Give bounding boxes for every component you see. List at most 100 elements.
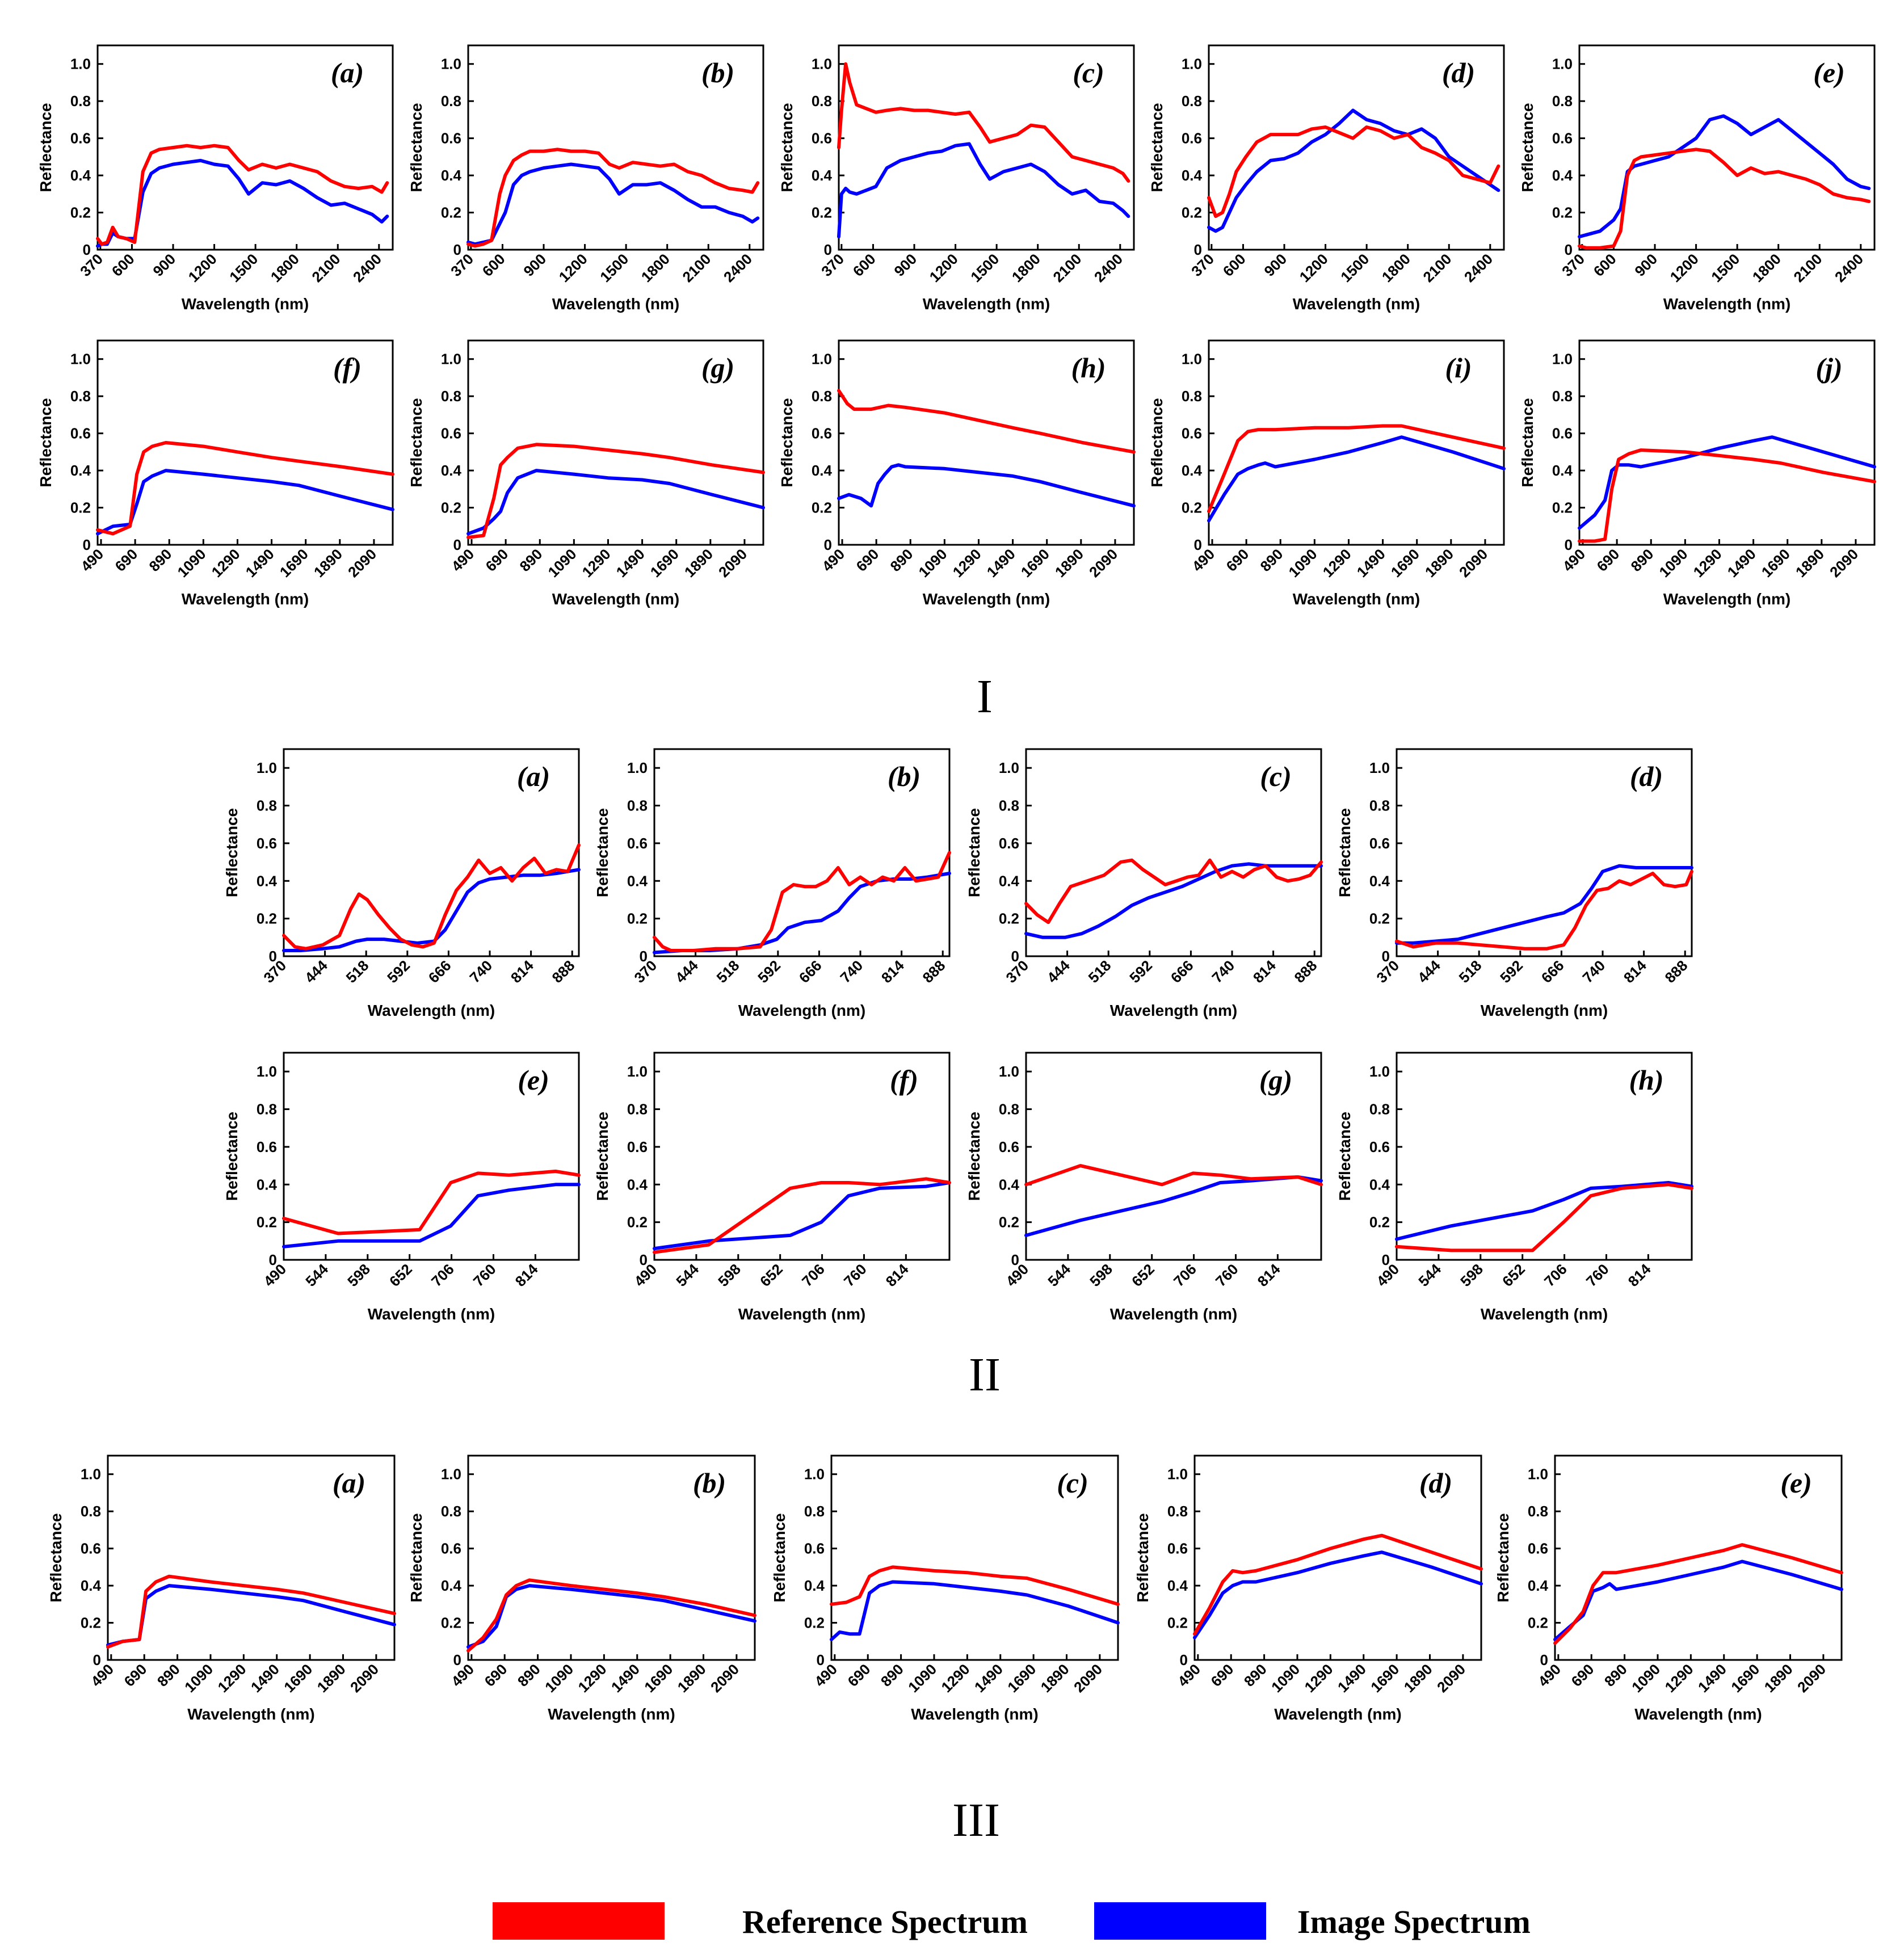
chart-panel-II-f: 0 0.2 0.4 0.6 0.8 1.0 490 544 598 652 706 760 814 Wav…: [594, 1052, 951, 1323]
plot-frame: [467, 1454, 756, 1661]
y-tick-label: 1.0: [1552, 56, 1573, 73]
panel-letter: (c): [1260, 760, 1292, 792]
x-tick-label: 1690: [1758, 545, 1793, 581]
chart-panel-II-e: 0 0.2 0.4 0.6 0.8 1.0 490 544 598 652 706 760 814 Wav…: [223, 1052, 581, 1323]
y-tick-label: 0.8: [999, 1101, 1019, 1118]
reference-spectrum-line: [1578, 448, 1876, 543]
image-spectrum-line: [1193, 1550, 1483, 1639]
chart-panel-II-g: 0 0.2 0.4 0.6 0.8 1.0 490 544 598 652 706 760 814 Wav…: [965, 1052, 1323, 1323]
y-axis-label: Reflectance: [1134, 1513, 1151, 1602]
x-tick-label: 490: [811, 1660, 840, 1690]
y-tick-label: 0.8: [257, 797, 277, 814]
x-tick-label: 1690: [276, 545, 312, 581]
y-tick-label: 1.0: [627, 759, 648, 776]
chart-panel-I-e: 0 0.2 0.4 0.6 0.8 1.0 370 600 900 1200 1500 1800 210…: [1519, 44, 1876, 313]
y-tick-label: 0: [1565, 536, 1573, 553]
chart-panel-I-g: 0 0.2 0.4 0.6 0.8 1.0 490 690 890109012901490169…: [407, 339, 765, 608]
panel-letter: (e): [518, 1064, 549, 1096]
x-tick-label: 2400: [1461, 250, 1496, 285]
y-tick-label: 0.6: [804, 1540, 825, 1557]
x-tick-label: 1690: [647, 545, 682, 581]
y-tick-label: 0.6: [257, 835, 277, 852]
x-tick-label: 1090: [174, 545, 209, 581]
x-tick-label: 690: [1568, 1660, 1598, 1690]
y-tick-label: 0.8: [804, 1503, 825, 1520]
y-tick-label: 0.2: [804, 1615, 825, 1632]
image-spectrum-line: [282, 1183, 581, 1248]
y-tick-label: 0.4: [804, 1577, 825, 1594]
y-tick-label: 0: [453, 1651, 461, 1668]
reference-spectrum-line: [96, 144, 389, 246]
x-tick-label: 652: [756, 1260, 786, 1290]
x-tick-label: 600: [1590, 250, 1620, 280]
panel-letter: (a): [517, 760, 550, 792]
image-spectrum-line: [1207, 108, 1500, 233]
plot-frame: [467, 339, 764, 546]
y-tick-label: 0.2: [627, 1214, 648, 1231]
y-tick-label: 0: [640, 948, 648, 965]
image-spectrum-line: [653, 1181, 951, 1251]
y-tick-label: 0.6: [812, 425, 832, 442]
x-tick-label: 900: [1631, 250, 1661, 280]
x-tick-label: 598: [1086, 1260, 1116, 1290]
x-tick-label: 490: [1174, 1660, 1204, 1690]
y-tick-label: 1.0: [81, 1466, 101, 1483]
x-tick-label: 2400: [1091, 250, 1126, 285]
x-tick-label: 1200: [926, 250, 961, 285]
chart-panel-II-d: 0 0.2 0.4 0.6 0.8 1.0 370 444 518 592 666 740 814 888…: [1336, 748, 1693, 1019]
x-tick-label: 1090: [905, 1660, 940, 1696]
x-tick-label: 690: [1593, 545, 1623, 575]
y-tick-label: 0.4: [999, 872, 1020, 889]
x-tick-label: 1690: [641, 1660, 676, 1696]
plot-frame: [838, 339, 1135, 546]
x-axis-label: Wavelength (nm): [1481, 1305, 1608, 1323]
x-tick-label: 1090: [544, 545, 579, 581]
y-tick-label: 1.0: [1369, 759, 1390, 776]
legend-label-image: Image Spectrum: [1297, 1903, 1531, 1940]
x-axis-label: Wavelength (nm): [911, 1705, 1039, 1723]
y-tick-label: 0: [1194, 241, 1202, 258]
chart-panel-I-i: 0 0.2 0.4 0.6 0.8 1.0 490 690 890109012901490169…: [1148, 339, 1506, 608]
plot-frame: [283, 1052, 580, 1261]
plot-frame: [1208, 44, 1505, 251]
x-tick-label: 370: [818, 250, 847, 280]
x-tick-label: 444: [672, 957, 701, 986]
y-axis-label: Reflectance: [771, 1513, 788, 1602]
y-tick-label: 0: [269, 948, 277, 965]
chart-panel-I-j: 0 0.2 0.4 0.6 0.8 1.0 490 690 890109012901490169…: [1519, 339, 1876, 608]
y-tick-label: 0.8: [812, 93, 832, 110]
image-spectrum-line: [96, 469, 394, 536]
y-axis-label: Reflectance: [37, 103, 54, 192]
y-tick-label: 0.6: [1552, 130, 1573, 147]
y-tick-label: 1.0: [70, 351, 91, 368]
image-spectrum-line: [466, 469, 765, 536]
y-tick-label: 1.0: [257, 759, 277, 776]
x-tick-label: 2090: [1086, 545, 1121, 581]
x-tick-label: 1290: [208, 545, 243, 581]
chart-panel-I-d: 0 0.2 0.4 0.6 0.8 1.0 370 600 900 1200 1500 1800 210…: [1148, 44, 1505, 313]
x-tick-label: 814: [882, 1260, 912, 1290]
y-tick-label: 1.0: [441, 56, 461, 73]
x-tick-label: 518: [713, 957, 743, 986]
y-tick-label: 1.0: [441, 351, 461, 368]
y-tick-label: 0: [1565, 241, 1573, 258]
y-axis-label: Reflectance: [778, 103, 796, 192]
x-tick-label: 890: [1601, 1660, 1630, 1690]
x-tick-label: 1490: [613, 545, 648, 581]
x-tick-label: 444: [301, 957, 331, 986]
y-axis-label: Reflectance: [778, 398, 796, 487]
y-tick-label: 0: [453, 536, 461, 553]
y-tick-label: 0.8: [1552, 388, 1573, 405]
y-tick-label: 0.2: [70, 499, 91, 516]
x-tick-label: 666: [425, 957, 455, 986]
chart-panel-I-a: 0 0.2 0.4 0.6 0.8 1.0 370 600 900 1200 1500 1800 210…: [37, 44, 394, 313]
y-tick-label: 0: [83, 241, 91, 258]
x-tick-label: 370: [1002, 957, 1032, 986]
y-tick-label: 1.0: [1528, 1466, 1548, 1483]
reference-spectrum-line: [106, 1574, 396, 1649]
reference-spectrum-line: [1578, 148, 1871, 250]
x-tick-label: 1800: [1378, 250, 1414, 285]
x-tick-label: 490: [77, 545, 107, 575]
x-tick-label: 544: [1415, 1260, 1444, 1290]
y-tick-label: 1.0: [812, 56, 832, 73]
